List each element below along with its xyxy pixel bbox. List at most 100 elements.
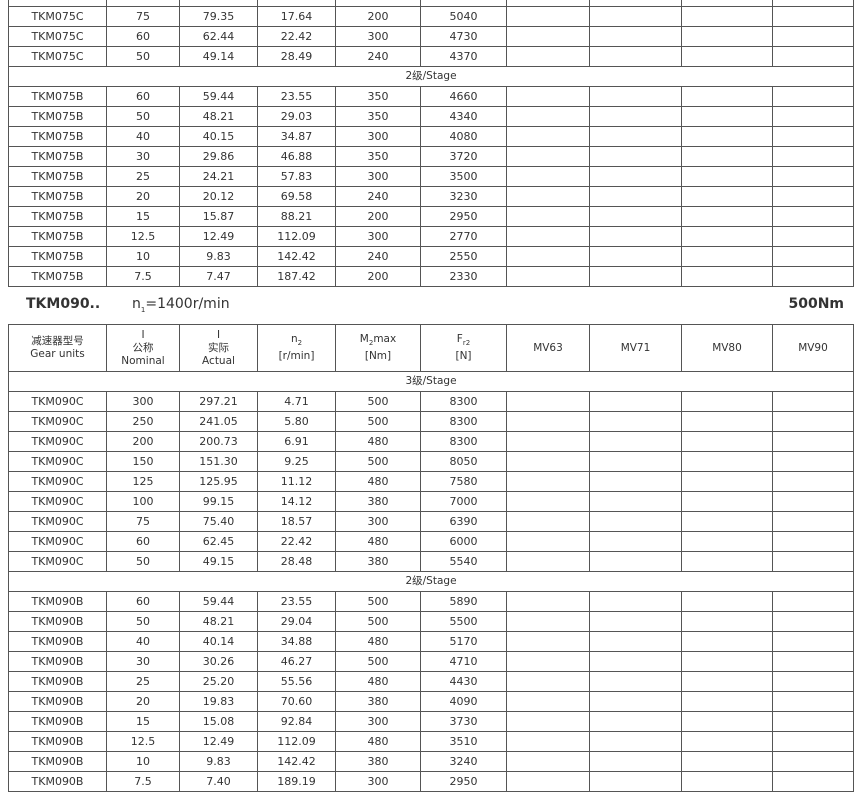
table-cell: TKM075B [8, 126, 107, 147]
table-cell [772, 611, 854, 632]
table-cell: 2950 [420, 771, 507, 792]
table-cell: 480 [335, 471, 421, 492]
table-cell: TKM075B [8, 186, 107, 207]
table-cell [681, 731, 773, 752]
table-cell: 75 [106, 511, 180, 532]
table-cell [589, 86, 682, 107]
table-cell [772, 471, 854, 492]
table-cell: 350 [335, 146, 421, 167]
table-row: TKM090B 7.5 7.40 189.19 300 2950 [8, 771, 854, 792]
table-cell [589, 691, 682, 712]
table-cell: 6390 [420, 511, 507, 532]
table-row: TKM075B 20 20.12 69.58 240 3230 [8, 186, 854, 207]
header-actual: I 实际 Actual [179, 324, 258, 372]
header-nominal: I 公称 Nominal [106, 324, 180, 372]
table-cell: 7.5 [106, 771, 180, 792]
table-row: TKM090B 20 19.83 70.60 380 4090 [8, 691, 854, 712]
table-cell: 350 [335, 106, 421, 127]
table-cell [681, 126, 773, 147]
table-cell [589, 186, 682, 207]
table-cell: 49.15 [179, 551, 258, 572]
table-row: TKM090B 40 40.14 34.88 480 5170 [8, 631, 854, 652]
table-cell [772, 46, 854, 67]
stage-label: 2级/Stage [8, 66, 854, 87]
table-cell: 62.45 [179, 531, 258, 552]
table-cell: 3500 [420, 166, 507, 187]
stage-row: 2级/Stage [8, 66, 854, 87]
table-cell [506, 26, 590, 47]
table-cell: 3720 [420, 146, 507, 167]
table-cell [589, 651, 682, 672]
table-cell [772, 731, 854, 752]
table-row: TKM090B 15 15.08 92.84 300 3730 [8, 711, 854, 732]
table-cell: 100 [106, 491, 180, 512]
table-cell: 55.56 [257, 671, 336, 692]
table-cell: 60 [106, 591, 180, 612]
table-cell [506, 711, 590, 732]
table-cell: 480 [335, 431, 421, 452]
table-cell [681, 46, 773, 67]
table-cell: 25.20 [179, 671, 258, 692]
table-cell [506, 671, 590, 692]
table-cell [772, 206, 854, 227]
table-cell: 29.04 [257, 611, 336, 632]
table-cell [506, 126, 590, 147]
table-cell: TKM090C [8, 511, 107, 532]
table-cell: 7000 [420, 491, 507, 512]
header-mv80: MV80 [681, 324, 773, 372]
table-cell: 500 [335, 411, 421, 432]
table-row: TKM075C 60 62.44 22.42 300 4730 [8, 26, 854, 47]
table-cell: TKM090B [8, 631, 107, 652]
table-cell [589, 391, 682, 412]
table-cell [506, 631, 590, 652]
table-cell: 300 [335, 126, 421, 147]
table-cell: TKM075B [8, 246, 107, 267]
table-cell [772, 691, 854, 712]
table-cell [506, 531, 590, 552]
table-row: TKM075B 50 48.21 29.03 350 4340 [8, 106, 854, 127]
table-cell: 30.26 [179, 651, 258, 672]
table-cell: TKM075C [8, 46, 107, 67]
table-cell [681, 491, 773, 512]
table-cell: 50 [106, 551, 180, 572]
table-row: TKM090B 10 9.83 142.42 380 3240 [8, 751, 854, 772]
stage-label: 3级/Stage [8, 371, 854, 392]
table-cell [589, 751, 682, 772]
header-m2max: M2max [Nm] [335, 324, 421, 372]
table-cell: 200 [106, 431, 180, 452]
table-cell [506, 391, 590, 412]
table-row: TKM090B 50 48.21 29.04 500 5500 [8, 611, 854, 632]
table-row: TKM090C 150 151.30 9.25 500 8050 [8, 451, 854, 472]
table-cell: 79.35 [179, 6, 258, 27]
table-cell: TKM090B [8, 771, 107, 792]
table-cell: TKM090B [8, 691, 107, 712]
header-fr2: Fr2 [N] [420, 324, 507, 372]
table-cell: 500 [335, 451, 421, 472]
table-cell: 20 [106, 186, 180, 207]
table-cell: 88.21 [257, 206, 336, 227]
table-cell [772, 751, 854, 772]
table-cell: 500 [335, 611, 421, 632]
table-cell [772, 146, 854, 167]
table-cell: 4660 [420, 86, 507, 107]
table-cell: 3510 [420, 731, 507, 752]
table-cell [681, 246, 773, 267]
table-cell [589, 126, 682, 147]
table-cell [772, 391, 854, 412]
table-row: TKM075B 7.5 7.47 187.42 200 2330 [8, 266, 854, 287]
table-cell: TKM090B [8, 591, 107, 612]
table-cell: 46.88 [257, 146, 336, 167]
table-cell [589, 771, 682, 792]
table-cell [506, 651, 590, 672]
table-cell [681, 146, 773, 167]
table-cell: TKM090B [8, 711, 107, 732]
table-cell: 380 [335, 551, 421, 572]
table-cell: TKM090C [8, 431, 107, 452]
table-cell [589, 611, 682, 632]
table-cell: 3240 [420, 751, 507, 772]
table-cell: 125.95 [179, 471, 258, 492]
table-cell [681, 266, 773, 287]
table-cell: 350 [335, 86, 421, 107]
table-cell: TKM075C [8, 26, 107, 47]
table-cell [589, 266, 682, 287]
